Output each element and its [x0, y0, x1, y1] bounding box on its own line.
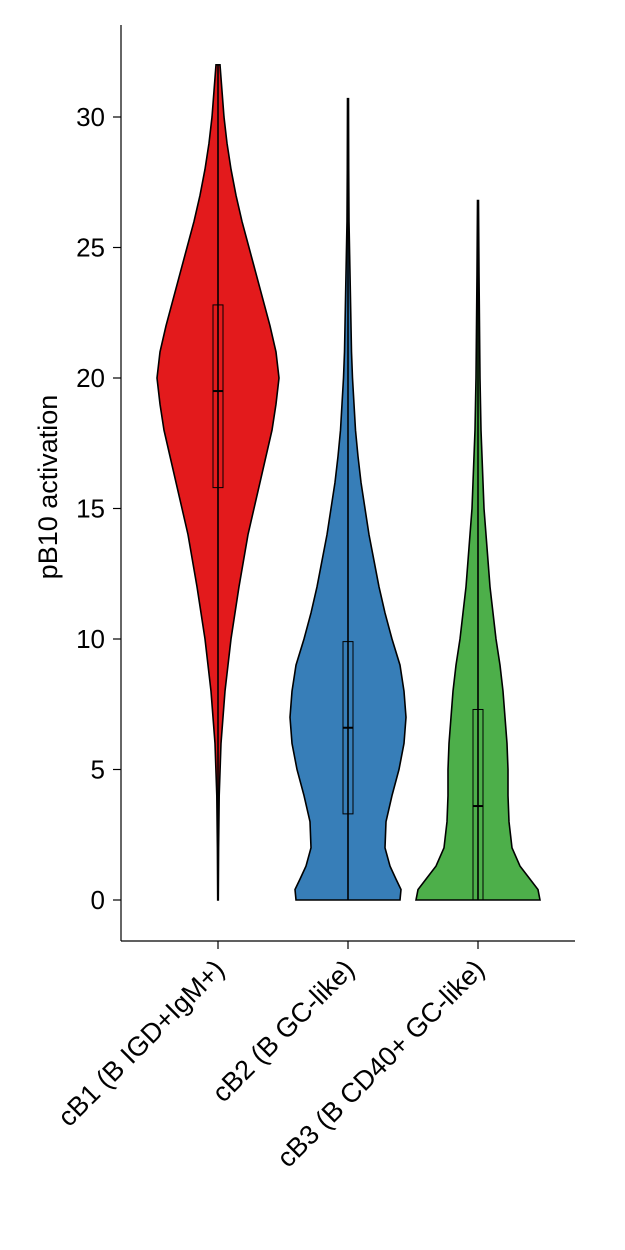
y-tick-label: 10 [76, 624, 105, 654]
x-tick-label-1: cB1 (B IGD+IgM+) [52, 954, 230, 1132]
violin-box [212, 304, 224, 489]
y-axis-label: pB10 activation [33, 395, 63, 580]
violin-group-2 [289, 97, 407, 901]
y-tick-label: 5 [91, 755, 105, 785]
violins-layer [156, 64, 541, 901]
axes-layer: 0 5 10 15 20 25 30 pB10 activation cB1 (B IGD+Ig… [33, 25, 575, 1173]
y-tick-label: 15 [76, 494, 105, 524]
y-tick-label: 30 [76, 102, 105, 132]
violin-box [472, 708, 484, 901]
y-tick-label: 20 [76, 363, 105, 393]
violin-group-3 [415, 199, 541, 901]
x-tick-label-3: cB3 (B CD40+ GC-like) [271, 954, 490, 1173]
y-tick-label: 25 [76, 233, 105, 263]
y-tick-label: 0 [91, 885, 105, 915]
violin-group-1 [156, 64, 280, 901]
